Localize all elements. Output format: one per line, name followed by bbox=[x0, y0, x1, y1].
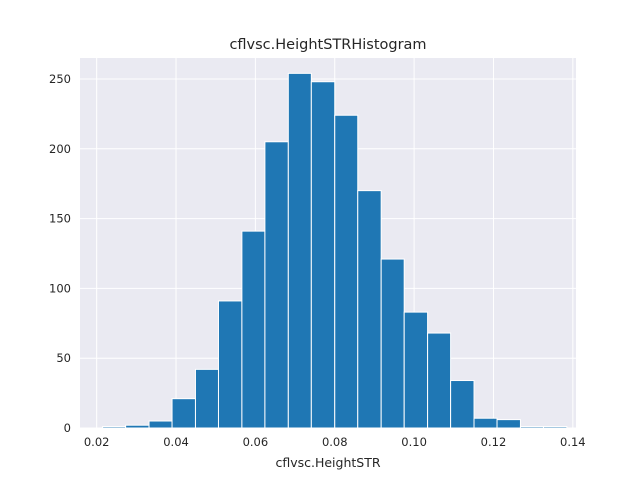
x-tick-label: 0.12 bbox=[481, 435, 507, 449]
y-tick-label: 0 bbox=[64, 421, 71, 435]
histogram-bar bbox=[542, 426, 568, 429]
histogram-bar bbox=[473, 417, 498, 429]
histogram-bar bbox=[450, 380, 475, 429]
histogram-bar bbox=[427, 332, 452, 429]
histogram-bar bbox=[287, 72, 312, 429]
y-tick-label: 50 bbox=[56, 351, 71, 365]
chart-title: cflvsc.HeightSTRHistogram bbox=[229, 37, 426, 53]
histogram-bar bbox=[403, 311, 429, 429]
histogram-bar bbox=[102, 426, 127, 429]
histogram-bar bbox=[496, 419, 521, 429]
y-tick-label: 250 bbox=[49, 72, 71, 86]
histogram-bar bbox=[148, 420, 173, 429]
histogram-bar bbox=[125, 424, 150, 429]
histogram-bar bbox=[264, 141, 289, 429]
x-axis-label: cflvsc.HeightSTR bbox=[275, 455, 380, 470]
histogram-bar bbox=[194, 368, 219, 429]
y-tick-label: 100 bbox=[49, 281, 71, 295]
y-tick-label: 150 bbox=[49, 212, 71, 226]
histogram-bar bbox=[171, 398, 196, 429]
histogram-bar bbox=[334, 114, 359, 429]
histogram-bar bbox=[217, 300, 243, 429]
x-tick-label: 0.10 bbox=[401, 435, 427, 449]
x-tick-label: 0.02 bbox=[84, 435, 110, 449]
x-axis-ticks: 0.02 0.04 0.06 0.08 0.10 0.12 0.14 bbox=[84, 435, 586, 449]
histogram-bar bbox=[380, 258, 405, 429]
histogram-bar bbox=[310, 81, 336, 429]
x-tick-label: 0.08 bbox=[322, 435, 348, 449]
x-tick-label: 0.04 bbox=[163, 435, 189, 449]
histogram-bar bbox=[357, 190, 382, 429]
x-tick-label: 0.06 bbox=[243, 435, 269, 449]
x-tick-label: 0.14 bbox=[560, 435, 586, 449]
histogram-bars bbox=[102, 72, 568, 429]
y-axis-ticks: 0 50 100 150 200 250 bbox=[49, 72, 71, 435]
histogram-bar bbox=[241, 230, 266, 429]
histogram-bar bbox=[519, 426, 544, 429]
y-tick-label: 200 bbox=[49, 142, 71, 156]
